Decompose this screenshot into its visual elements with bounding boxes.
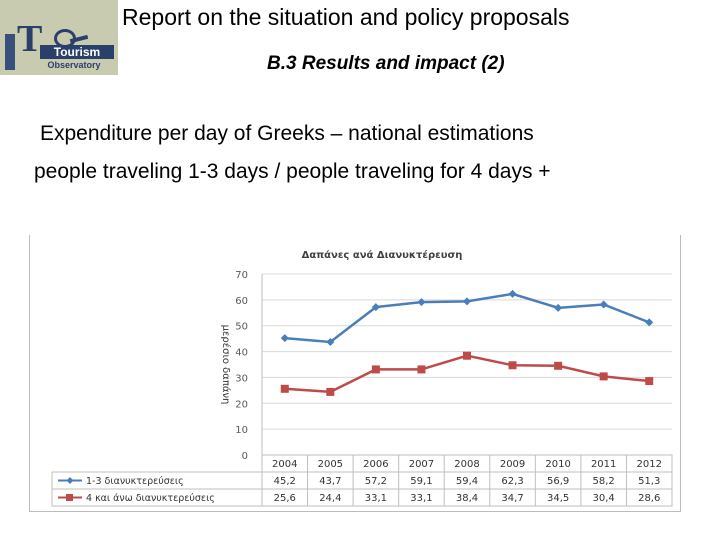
description-line-2: people traveling 1-3 days / people trave… — [34, 160, 551, 183]
page-title: Report on the situation and policy propo… — [122, 4, 570, 30]
page-subtitle: B.3 Results and impact (2) — [267, 53, 505, 74]
x-tick-label: 2007 — [409, 459, 434, 470]
data-point-series-1 — [280, 334, 289, 343]
series-line-2 — [284, 354, 650, 394]
logo-word-tourism: Tourism — [40, 45, 114, 59]
data-point-series-2 — [417, 365, 426, 374]
data-point-series-2 — [326, 387, 335, 396]
data-point-series-2 — [280, 384, 289, 393]
logo-side-bar — [5, 34, 15, 70]
x-tick-label: 2012 — [636, 459, 661, 470]
x-tick-label: 2010 — [545, 459, 570, 470]
data-point-series-2 — [554, 361, 563, 370]
data-point-series-2 — [463, 351, 471, 360]
logo-letter-t: T — [17, 18, 43, 60]
data-table-value: 34,7 — [501, 493, 523, 504]
description-line-1: Expenditure per day of Greeks – national… — [40, 122, 534, 145]
data-table-value: 57,2 — [365, 476, 387, 487]
legend-marker-series-2 — [66, 494, 73, 501]
y-tick-label: 0 — [242, 451, 248, 462]
data-table-value: 58,2 — [593, 476, 615, 487]
x-tick-label: 2005 — [318, 459, 343, 470]
y-tick-label: 60 — [235, 296, 248, 307]
data-table-value: 59,4 — [456, 476, 478, 487]
legend-marker-series-1 — [66, 477, 74, 484]
data-point-series-1 — [417, 298, 426, 307]
x-tick-label: 2009 — [500, 459, 525, 470]
x-tick-label: 2011 — [591, 459, 616, 470]
data-point-series-2 — [371, 365, 380, 374]
data-point-series-1 — [371, 303, 380, 312]
data-point-series-1 — [554, 303, 563, 312]
data-point-series-2 — [508, 361, 517, 370]
y-tick-label: 70 — [235, 270, 248, 281]
data-table-value: 24,4 — [319, 493, 341, 504]
y-tick-label: 50 — [235, 322, 248, 333]
data-point-series-2 — [645, 377, 654, 386]
data-table-value: 43,7 — [319, 476, 341, 487]
data-point-series-2 — [599, 372, 608, 381]
data-table-value: 28,6 — [638, 493, 660, 504]
data-point-series-1 — [463, 297, 471, 306]
chart-container: Δαπάνες ανά Διανυκτέρευση 0 10 20 30 40 50 60 70… — [29, 235, 681, 512]
y-tick-label: 30 — [235, 373, 248, 384]
y-tick-label: 40 — [235, 348, 248, 359]
data-table-value: 38,4 — [456, 493, 478, 504]
y-tick-label: 10 — [235, 425, 248, 436]
data-point-series-1 — [508, 289, 517, 298]
data-point-series-1 — [645, 318, 654, 327]
x-tick-label: 2008 — [454, 459, 479, 470]
data-table-value: 62,3 — [501, 476, 523, 487]
data-point-series-1 — [599, 300, 608, 309]
x-tick-label: 2004 — [272, 459, 297, 470]
data-table-value: 30,4 — [593, 493, 615, 504]
data-table-value: 33,1 — [410, 493, 432, 504]
data-table-value: 25,6 — [274, 493, 296, 504]
data-table-value: 59,1 — [410, 476, 432, 487]
data-table-value: 34,5 — [547, 493, 569, 504]
data-table-value: 51,3 — [638, 476, 660, 487]
logo-word-observatory: Observatory — [47, 60, 101, 70]
y-tick-label: 20 — [235, 399, 248, 410]
data-table-value: 33,1 — [365, 493, 387, 504]
data-table-value: 45,2 — [274, 476, 296, 487]
data-point-series-1 — [326, 338, 335, 347]
y-axis-label: μερέσιο δαπάνη — [220, 325, 232, 405]
chart-title: Δαπάνες ανά Διανυκτέρευση — [302, 249, 463, 261]
x-tick-label: 2006 — [363, 459, 388, 470]
legend-label-series-1: 1-3 διανυκτερεύσεις — [86, 476, 184, 487]
tourism-observatory-logo: T Tourism Observatory — [0, 0, 118, 75]
data-table-value: 56,9 — [547, 476, 569, 487]
legend-label-series-2: 4 και άνω διανυκτερεύσεις — [86, 493, 215, 504]
expenditure-line-chart: Δαπάνες ανά Διανυκτέρευση 0 10 20 30 40 50 60 70… — [51, 249, 673, 507]
